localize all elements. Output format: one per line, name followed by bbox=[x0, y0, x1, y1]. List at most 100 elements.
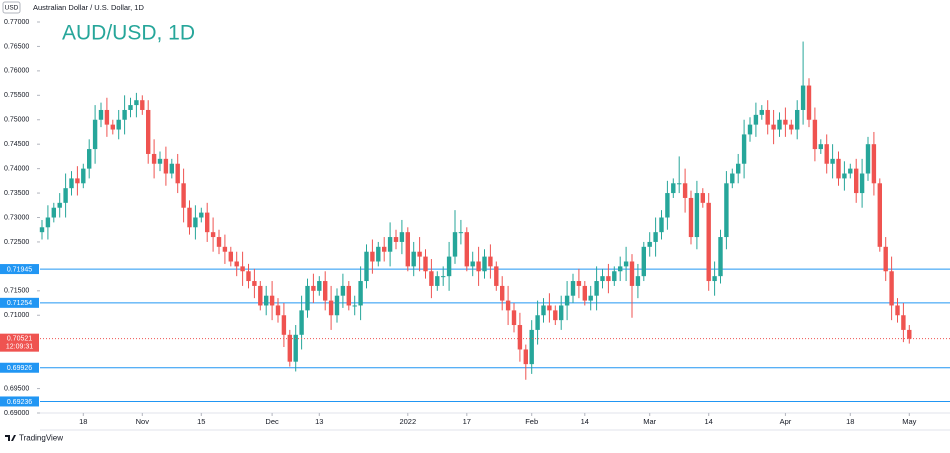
candle-body bbox=[98, 109, 104, 120]
candle-body bbox=[517, 325, 523, 350]
footer-logo: TradingView bbox=[5, 434, 63, 443]
candle-body bbox=[452, 232, 458, 257]
candle-body bbox=[340, 285, 346, 296]
candle-body bbox=[246, 271, 251, 282]
currency: USD bbox=[5, 5, 19, 12]
candle-body bbox=[635, 276, 641, 286]
candle-body bbox=[771, 124, 776, 130]
candle-body bbox=[134, 100, 139, 106]
candle-body bbox=[293, 334, 298, 362]
candle-body bbox=[564, 295, 570, 306]
candle-body bbox=[458, 232, 464, 234]
y-tick-label: 0.69000 bbox=[4, 410, 29, 417]
candle-body bbox=[205, 212, 210, 233]
candle-body bbox=[488, 256, 493, 267]
candle-body bbox=[653, 232, 658, 242]
x-tick-label: Mar bbox=[643, 417, 656, 426]
candle-body bbox=[700, 193, 705, 203]
x-tick-label: 13 bbox=[315, 417, 323, 426]
candle-body bbox=[311, 285, 316, 291]
candle-body bbox=[665, 193, 670, 218]
level-label: 0.69926 bbox=[7, 365, 32, 372]
candle-body bbox=[222, 246, 228, 252]
candle-body bbox=[110, 124, 115, 130]
candle-body bbox=[553, 310, 558, 321]
candle-body bbox=[682, 183, 688, 198]
candle-body bbox=[759, 109, 764, 115]
candle-body bbox=[387, 237, 393, 252]
candle-body bbox=[859, 173, 865, 194]
candle-body bbox=[446, 256, 452, 277]
candle-body bbox=[600, 276, 605, 282]
candle-body bbox=[210, 232, 216, 238]
candle-body bbox=[582, 285, 587, 301]
candle-body bbox=[417, 251, 422, 257]
candle-body bbox=[140, 100, 145, 110]
candle-body bbox=[39, 227, 45, 233]
logo-icon bbox=[5, 435, 16, 441]
candle-body bbox=[75, 178, 80, 184]
candle-body bbox=[541, 305, 546, 316]
y-tick-label: 0.69500 bbox=[4, 385, 29, 392]
candle-body bbox=[500, 285, 505, 301]
x-tick-label: 15 bbox=[197, 417, 205, 426]
candle-body bbox=[818, 144, 823, 150]
candle-body bbox=[216, 237, 222, 247]
y-tick-label: 0.74000 bbox=[4, 165, 29, 172]
candle-body bbox=[199, 212, 204, 218]
candle-body bbox=[423, 256, 428, 272]
candle-body bbox=[612, 271, 617, 282]
candle-body bbox=[576, 281, 582, 286]
candle-body bbox=[765, 109, 770, 125]
x-tick-label: 14 bbox=[705, 417, 713, 426]
candle-body bbox=[688, 197, 694, 238]
level-label: 0.71945 bbox=[7, 266, 32, 273]
candle-body bbox=[659, 217, 664, 233]
last-price-badge bbox=[0, 333, 39, 352]
candle-body bbox=[547, 305, 552, 311]
candle-body bbox=[529, 329, 534, 365]
candle-body bbox=[146, 109, 151, 154]
candle-body bbox=[151, 153, 157, 164]
candle-body bbox=[623, 261, 629, 267]
candle-body bbox=[877, 183, 882, 247]
candle-body bbox=[128, 105, 133, 110]
candle-body bbox=[358, 281, 363, 306]
candle-body bbox=[747, 124, 753, 135]
chart-title: AUD/USD, 1D bbox=[62, 22, 195, 45]
x-tick-label: 18 bbox=[79, 417, 87, 426]
candle-body bbox=[594, 281, 599, 296]
candle-body bbox=[470, 261, 475, 267]
x-tick-label: 2022 bbox=[399, 417, 416, 426]
candle-body bbox=[671, 183, 676, 194]
candle-body bbox=[69, 178, 74, 189]
candle-body bbox=[741, 134, 747, 164]
candle-body bbox=[157, 158, 163, 164]
y-tick-label: 0.72500 bbox=[4, 239, 29, 246]
level-badge bbox=[0, 362, 39, 373]
candle-body bbox=[718, 237, 723, 277]
candle-body bbox=[346, 285, 351, 306]
candle-body bbox=[895, 305, 900, 316]
candle-body bbox=[730, 173, 735, 184]
candle-body bbox=[57, 202, 62, 208]
level-badge bbox=[0, 297, 39, 308]
candle-body bbox=[753, 114, 759, 125]
candle-body bbox=[618, 266, 623, 272]
symbol-description: Australian Dollar / U.S. Dollar, 1D bbox=[33, 3, 144, 12]
level-badge bbox=[0, 264, 39, 275]
candle-body bbox=[907, 329, 912, 339]
candle-body bbox=[299, 310, 304, 335]
candle-body bbox=[789, 124, 794, 130]
candle-body bbox=[901, 315, 906, 330]
candle-body bbox=[505, 300, 511, 311]
candle-body bbox=[269, 295, 275, 306]
candle-body bbox=[104, 109, 110, 125]
candle-body bbox=[45, 217, 51, 228]
y-tick-label: 0.73000 bbox=[4, 214, 29, 221]
y-tick-label: 0.75500 bbox=[4, 92, 29, 99]
candle-body bbox=[175, 163, 180, 184]
candle-body bbox=[305, 285, 310, 311]
